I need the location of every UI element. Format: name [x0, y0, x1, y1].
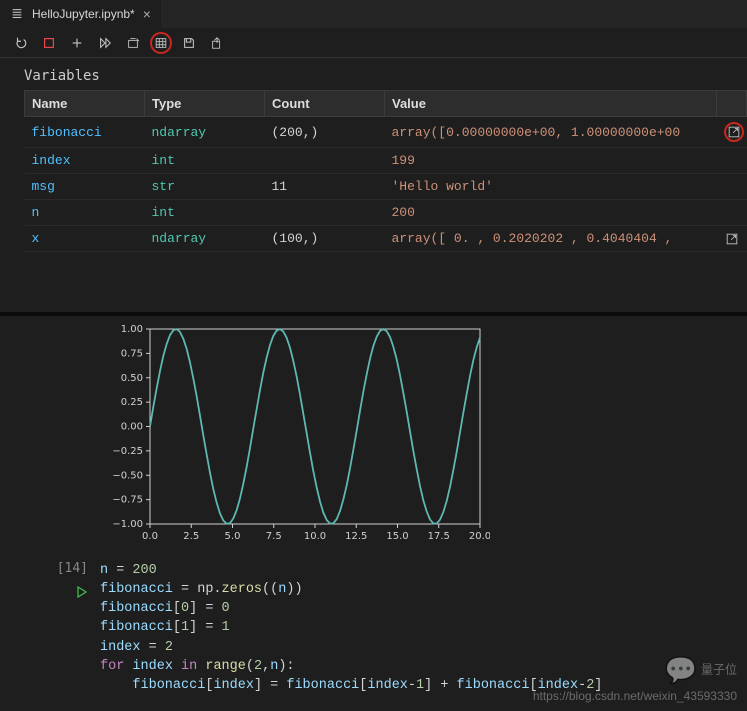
tab-bar: HelloJupyter.ipynb* × — [0, 0, 747, 28]
var-name: n — [25, 200, 145, 226]
export-button[interactable] — [206, 32, 228, 54]
var-type: ndarray — [145, 226, 265, 252]
clear-output-button[interactable] — [122, 32, 144, 54]
table-row[interactable]: fibonaccindarray(200,)array([0.00000000e… — [25, 117, 747, 148]
watermark: 💬 量子位 https://blog.csdn.net/weixin_435933… — [533, 652, 737, 705]
svg-text:7.5: 7.5 — [266, 531, 282, 542]
variables-table: Name Type Count Value fibonaccindarray(2… — [24, 90, 747, 252]
var-type: int — [145, 148, 265, 174]
svg-text:0.0: 0.0 — [142, 531, 158, 542]
var-count: 11 — [265, 174, 385, 200]
run-all-button[interactable] — [94, 32, 116, 54]
var-count — [265, 148, 385, 174]
var-value: 200 — [385, 200, 717, 226]
sine-chart: 0.0 2.5 5.0 7.5 10.0 12.5 15.0 17.5 20.0 −1.00 −0.… — [100, 321, 490, 551]
table-row[interactable]: nint 200 — [25, 200, 747, 226]
save-button[interactable] — [178, 32, 200, 54]
variables-panel-title: Variables — [0, 58, 747, 90]
col-type[interactable]: Type — [145, 91, 265, 117]
table-row[interactable]: msgstr11'Hello world' — [25, 174, 747, 200]
col-value[interactable]: Value — [385, 91, 717, 117]
svg-text:1.00: 1.00 — [121, 324, 143, 335]
var-type: int — [145, 200, 265, 226]
svg-text:0.25: 0.25 — [121, 397, 143, 408]
var-name: msg — [25, 174, 145, 200]
close-icon[interactable]: × — [143, 7, 151, 21]
var-name: x — [25, 226, 145, 252]
stop-button[interactable] — [38, 32, 60, 54]
svg-text:−0.75: −0.75 — [112, 495, 143, 506]
svg-text:17.5: 17.5 — [428, 531, 450, 542]
svg-text:−0.25: −0.25 — [112, 446, 143, 457]
exec-count: [14] — [57, 561, 88, 576]
table-row[interactable]: indexint 199 — [25, 148, 747, 174]
file-tab[interactable]: HelloJupyter.ipynb* × — [0, 0, 161, 28]
var-count: (200,) — [265, 117, 385, 148]
watermark-logo-icon: 💬 — [665, 655, 697, 685]
var-value: 199 — [385, 148, 717, 174]
col-count[interactable]: Count — [265, 91, 385, 117]
svg-text:10.0: 10.0 — [304, 531, 326, 542]
var-type: str — [145, 174, 265, 200]
var-name: fibonacci — [25, 117, 145, 148]
var-name: index — [25, 148, 145, 174]
svg-text:−0.50: −0.50 — [112, 470, 143, 481]
chart-output: 0.0 2.5 5.0 7.5 10.0 12.5 15.0 17.5 20.0 −1.00 −0.… — [0, 316, 747, 551]
var-value: array([ 0. , 0.2020202 , 0.4040404 , — [385, 226, 717, 252]
tab-title: HelloJupyter.ipynb* — [32, 7, 135, 21]
watermark-url: https://blog.csdn.net/weixin_43593330 — [533, 688, 737, 705]
add-cell-button[interactable] — [66, 32, 88, 54]
svg-text:5.0: 5.0 — [225, 531, 241, 542]
col-name[interactable]: Name — [25, 91, 145, 117]
code-editor[interactable]: n = 200 fibonacci = np.zeros((n)) fibona… — [100, 561, 602, 695]
run-cell-button[interactable] — [76, 586, 88, 601]
var-count: (100,) — [265, 226, 385, 252]
var-value: 'Hello world' — [385, 174, 717, 200]
var-value: array([0.00000000e+00, 1.00000000e+00 — [385, 117, 717, 148]
open-variable-icon[interactable] — [724, 122, 744, 142]
svg-text:20.0: 20.0 — [469, 531, 490, 542]
svg-text:0.00: 0.00 — [121, 422, 143, 433]
notebook-icon — [10, 7, 24, 21]
svg-text:0.50: 0.50 — [121, 373, 143, 384]
toolbar — [0, 28, 747, 58]
undo-button[interactable] — [10, 32, 32, 54]
svg-text:12.5: 12.5 — [345, 531, 367, 542]
col-ext — [717, 91, 747, 117]
table-row[interactable]: xndarray(100,)array([ 0. , 0.2020202 , 0… — [25, 226, 747, 252]
variables-panel-button[interactable] — [150, 32, 172, 54]
svg-text:15.0: 15.0 — [386, 531, 408, 542]
svg-text:−1.00: −1.00 — [112, 519, 143, 530]
svg-text:0.75: 0.75 — [121, 348, 143, 359]
var-count — [265, 200, 385, 226]
var-type: ndarray — [145, 117, 265, 148]
svg-text:2.5: 2.5 — [183, 531, 199, 542]
watermark-text: 量子位 — [701, 662, 737, 676]
open-variable-icon[interactable] — [724, 232, 740, 246]
